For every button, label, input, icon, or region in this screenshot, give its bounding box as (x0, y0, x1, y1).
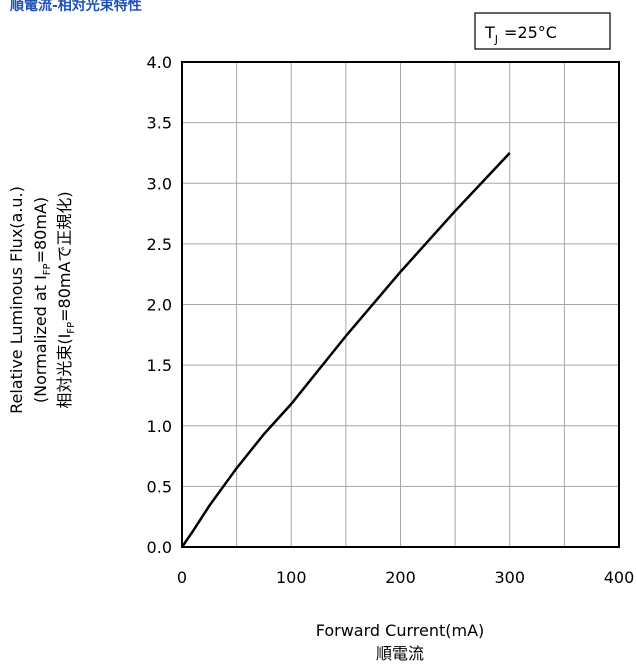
y-axis-label-2-pre: (Normalized at I (31, 275, 50, 403)
y-tick-label: 3.5 (147, 114, 172, 133)
y-tick-label: 2.0 (147, 296, 172, 315)
x-tick-label: 100 (276, 568, 307, 587)
y-tick-label: 3.0 (147, 174, 172, 193)
x-axis-label: Forward Current(mA) (316, 621, 485, 640)
y-tick-label: 4.0 (147, 53, 172, 72)
y-tick-label: 1.5 (147, 356, 172, 375)
x-tick-labels: 0 100 200 300 400 (177, 568, 634, 587)
y-tick-label: 0.0 (147, 538, 172, 557)
grid-lines (182, 62, 619, 547)
y-axis-label-2: (Normalized at IFP=80mA) (31, 197, 53, 403)
chart-title: 順電流-相対光束特性 (10, 0, 142, 14)
y-tick-labels: 0.0 0.5 1.0 1.5 2.0 2.5 3.0 3.5 4.0 (147, 53, 172, 557)
y-axis-label-2-sub: FP (42, 263, 53, 275)
y-axis-label-1: Relative Luminous Flux(a.u.) (7, 186, 26, 414)
y-axis-label-3-pre: 相対光束(I (55, 334, 74, 409)
condition-label: TJ =25°C (484, 23, 557, 46)
x-tick-label: 200 (385, 568, 416, 587)
x-tick-label: 300 (494, 568, 525, 587)
y-axis-label-3-sub: FP (66, 322, 77, 334)
y-axis-label-3-post: =80mAで正規化) (55, 191, 74, 322)
x-axis-label-ja: 順電流 (376, 644, 424, 663)
x-tick-label: 400 (604, 568, 635, 587)
condition-subscript: J (494, 33, 498, 46)
condition-box: TJ =25°C (474, 12, 611, 50)
y-tick-label: 1.0 (147, 417, 172, 436)
x-tick-label: 0 (177, 568, 187, 587)
condition-box-frame (474, 12, 611, 50)
y-tick-label: 0.5 (147, 477, 172, 496)
y-tick-label: 2.5 (147, 235, 172, 254)
condition-symbol: T (484, 23, 495, 42)
series-line (180, 152, 511, 548)
y-axis-label-3: 相対光束(IFP=80mAで正規化) (55, 191, 77, 408)
y-axis-label-2-post: =80mA) (31, 197, 50, 264)
plot-frame (181, 61, 620, 548)
condition-value: =25°C (504, 23, 557, 42)
